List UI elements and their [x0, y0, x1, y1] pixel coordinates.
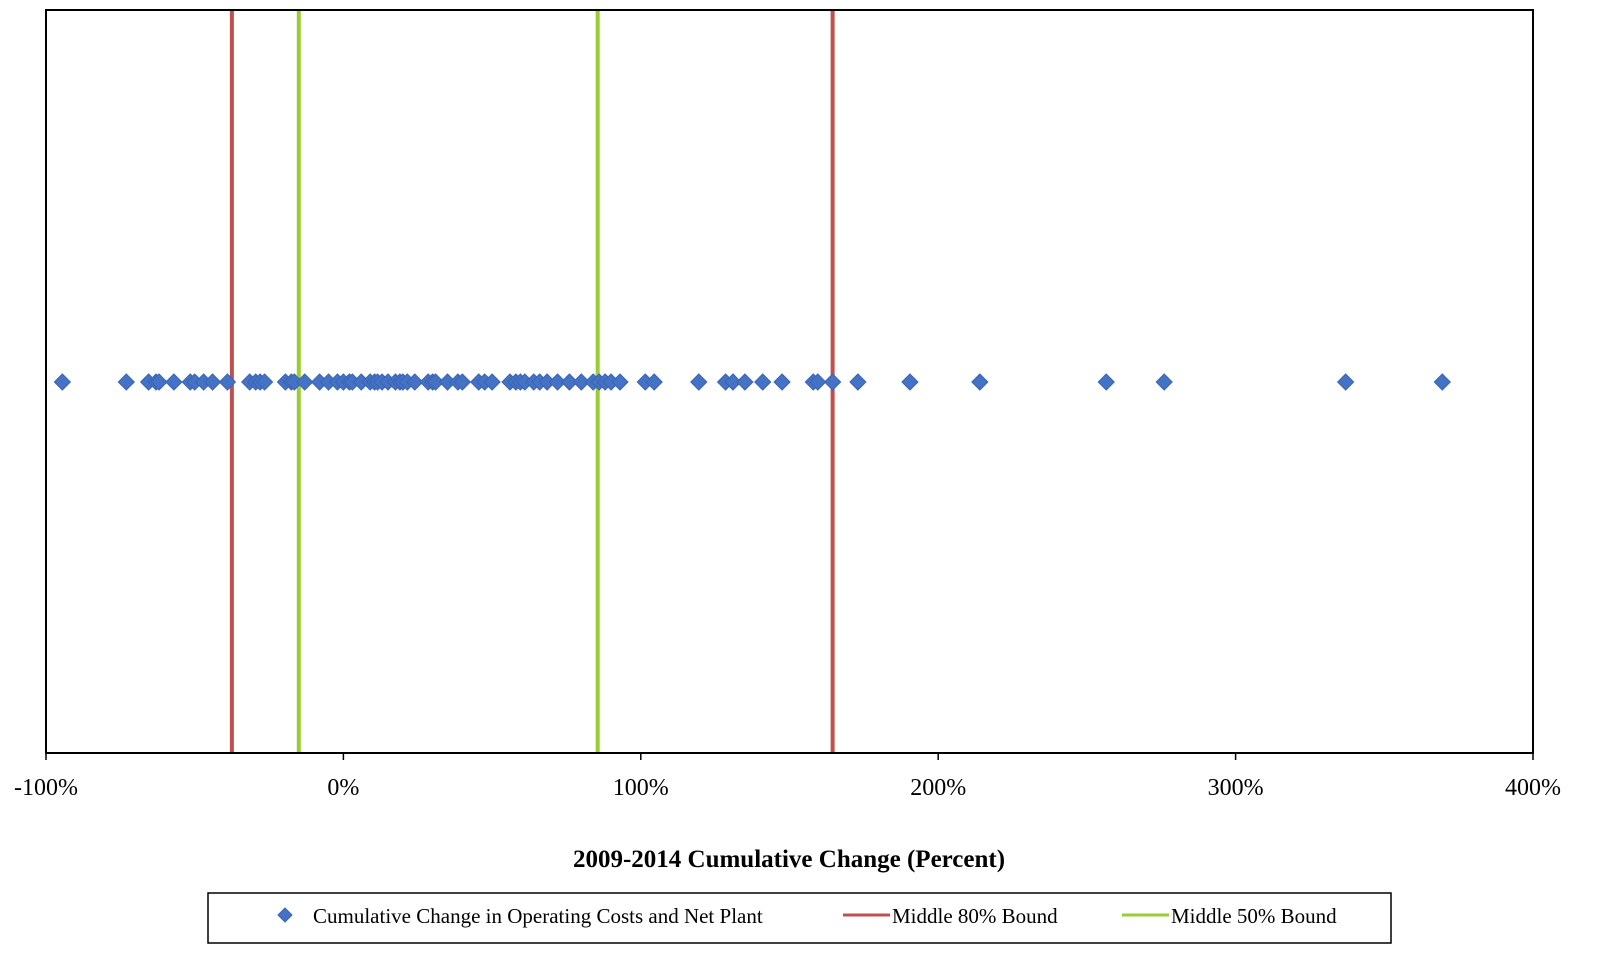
data-point-67: [773, 373, 791, 391]
x-tick-label-0: -100%: [14, 775, 78, 801]
data-point-53: [560, 373, 579, 391]
data-point-38: [426, 373, 445, 391]
data-point-76: [1336, 373, 1355, 391]
legend: Cumulative Change in Operating Costs and…: [207, 892, 1392, 944]
data-point-35: [406, 373, 424, 391]
data-point-62: [690, 373, 708, 391]
x-axis-title: 2009-2014 Cumulative Change (Percent): [573, 846, 1005, 873]
data-point-66: [754, 373, 772, 391]
data-points: [53, 373, 1451, 391]
data-point-5: [165, 373, 183, 391]
x-tick-label-3: 200%: [910, 775, 966, 801]
data-point-41: [453, 373, 472, 391]
data-point-71: [849, 373, 867, 391]
legend-box: [207, 892, 1392, 944]
data-point-65: [736, 373, 754, 391]
data-point-52: [548, 373, 567, 391]
data-point-73: [971, 373, 989, 391]
data-point-69: [809, 373, 827, 391]
legend-label-80: Middle 80% Bound: [892, 904, 1058, 928]
data-point-18: [296, 373, 314, 391]
legend-marker-points: [277, 907, 293, 923]
x-tick-label-4: 300%: [1208, 775, 1264, 801]
x-axis: -100% 0% 100% 200% 300% 400%: [14, 753, 1561, 801]
data-point-74: [1097, 373, 1115, 391]
legend-label-points: Cumulative Change in Operating Costs and…: [313, 904, 763, 928]
data-point-1: [117, 373, 136, 391]
data-point-10: [218, 373, 237, 391]
x-tick-label-5: 400%: [1505, 775, 1561, 801]
data-point-72: [901, 373, 919, 391]
data-point-75: [1155, 373, 1173, 391]
data-point-77: [1433, 373, 1451, 391]
data-point-0: [53, 373, 72, 391]
data-point-4: [150, 373, 168, 391]
data-point-54: [572, 373, 591, 391]
data-point-61: [645, 373, 663, 391]
data-point-44: [483, 373, 501, 391]
data-point-14: [255, 373, 274, 391]
data-point-59: [611, 373, 629, 391]
data-point-9: [203, 373, 222, 391]
data-point-70: [823, 373, 842, 391]
legend-label-50: Middle 50% Bound: [1171, 904, 1337, 928]
data-point-64: [724, 373, 742, 391]
x-tick-label-1: 0%: [327, 775, 359, 801]
x-tick-label-2: 100%: [613, 775, 669, 801]
